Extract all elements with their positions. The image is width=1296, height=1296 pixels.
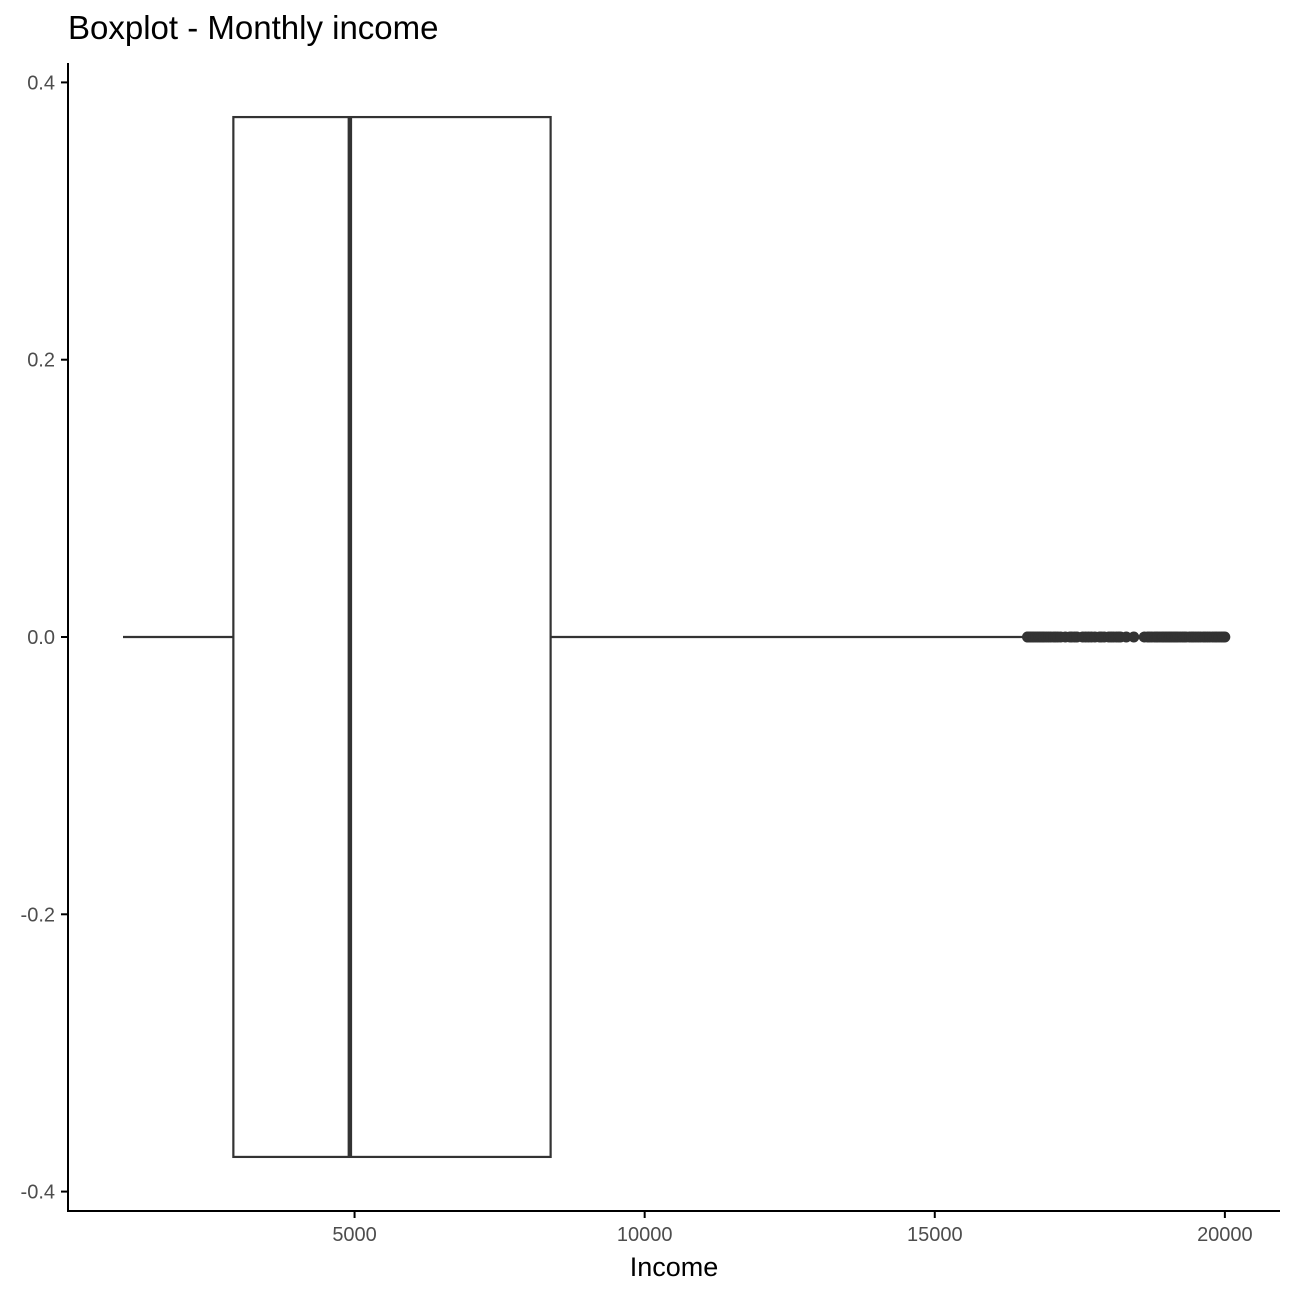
plot-area <box>123 115 1231 1159</box>
y-tick-label: -0.2 <box>21 904 55 926</box>
outlier-point <box>1120 631 1132 643</box>
x-axis-title: Income <box>630 1252 719 1282</box>
x-tick-label: 20000 <box>1197 1224 1253 1246</box>
axes: -0.4 -0.2 0.0 0.2 0.4 5000 10000 15000 20000 <box>21 63 1280 1246</box>
x-tick-label: 10000 <box>617 1224 673 1246</box>
outlier-point <box>1128 631 1140 643</box>
iqr-box <box>232 115 552 1159</box>
y-tick-label: 0.2 <box>27 350 55 372</box>
x-tick-label: 5000 <box>332 1224 377 1246</box>
x-tick-label: 15000 <box>907 1224 963 1246</box>
outlier-point <box>1219 631 1231 643</box>
y-tick-label: 0.0 <box>27 627 55 649</box>
y-tick-label: -0.4 <box>21 1182 55 1204</box>
y-tick-label: 0.4 <box>27 72 55 94</box>
chart-title: Boxplot - Monthly income <box>68 9 439 46</box>
